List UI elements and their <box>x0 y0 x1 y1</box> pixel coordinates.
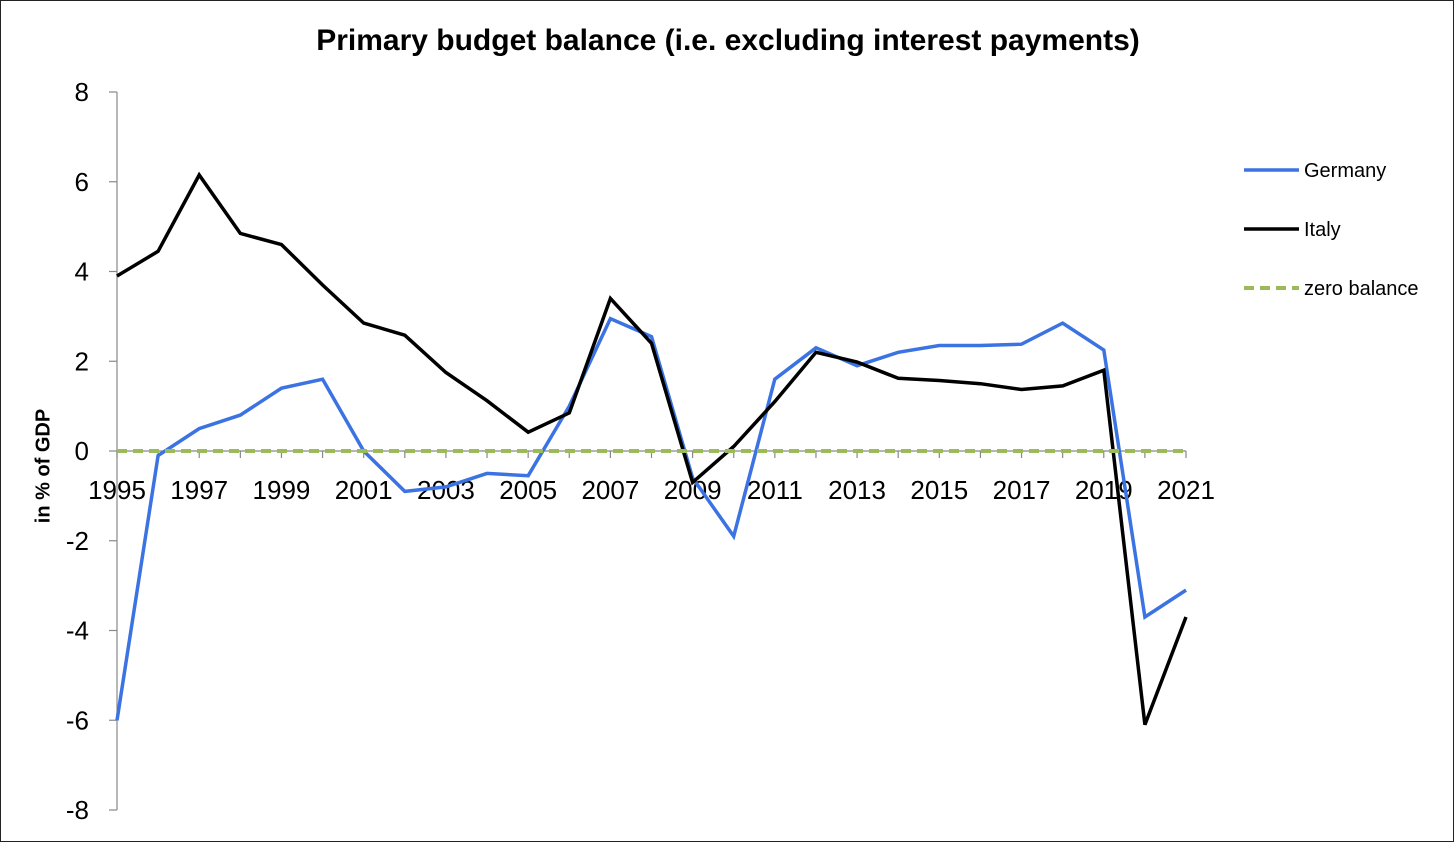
legend-label-zero-balance: zero balance <box>1304 278 1419 300</box>
x-tick-label: 1995 <box>88 475 146 505</box>
x-tick-label: 2011 <box>747 475 803 505</box>
x-tick-label: 1997 <box>170 475 228 505</box>
x-tick-label: 2001 <box>335 475 393 505</box>
legend-label-italy: Italy <box>1304 219 1341 241</box>
y-tick-label: -8 <box>66 795 89 825</box>
series-line-germany <box>115 316 1187 721</box>
y-tick-label: 6 <box>75 167 89 197</box>
y-tick-label: -4 <box>66 616 89 646</box>
y-tick-label: 0 <box>75 436 89 466</box>
x-tick-label: 2005 <box>499 475 557 505</box>
legend-label-germany: Germany <box>1304 160 1386 182</box>
chart-title: Primary budget balance (i.e. excluding i… <box>316 24 1140 57</box>
x-tick-label: 1999 <box>253 475 311 505</box>
y-tick-label: -6 <box>66 705 89 735</box>
x-tick-label: 2015 <box>910 475 968 505</box>
series-line-italy <box>116 171 1188 726</box>
x-tick-label: 2007 <box>581 475 639 505</box>
y-tick-label: -2 <box>66 526 89 556</box>
y-tick-label: 8 <box>75 77 89 107</box>
y-tick-label: 4 <box>75 257 89 287</box>
x-tick-label: 2021 <box>1157 475 1215 505</box>
x-tick-label: 2013 <box>828 475 886 505</box>
y-tick-label: 2 <box>75 346 89 376</box>
x-tick-label: 2017 <box>993 475 1051 505</box>
